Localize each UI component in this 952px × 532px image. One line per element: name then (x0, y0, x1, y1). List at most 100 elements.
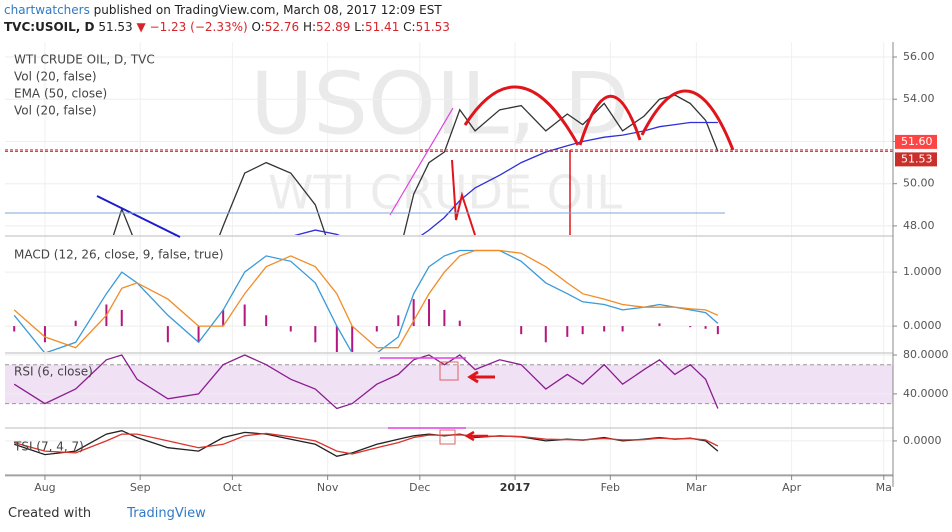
ohlc-label: L: (354, 20, 365, 34)
histogram-bar (265, 315, 268, 327)
legend-item: Vol (20, false) (14, 104, 97, 118)
annotation (464, 430, 488, 442)
ohlc: O:52.76 H:52.89 L:51.41 C:51.53 (252, 20, 450, 34)
histogram-bar (74, 320, 77, 327)
panel-title: RSI (6, close) (14, 365, 93, 379)
histogram-bar (13, 326, 16, 332)
footer: Created with TradingView (8, 506, 206, 521)
x-tick-label: 2017 (500, 481, 531, 494)
y-tick-label: 50.00 (903, 177, 935, 190)
last: 51.53 (98, 20, 133, 34)
ohlc-value: 51.53 (415, 20, 450, 34)
histogram-bar (197, 326, 200, 343)
y-tick-label: 54.00 (903, 92, 935, 105)
symbol: TVC:USOIL, D (4, 20, 95, 34)
series-line (14, 432, 719, 455)
histogram-bar (43, 326, 46, 343)
histogram-bar (566, 326, 569, 337)
histogram-bar (544, 326, 547, 343)
annotation (439, 361, 459, 381)
histogram-bar (120, 309, 123, 327)
histogram-bar (351, 326, 354, 352)
y-tick-label: 40.0000 (903, 387, 949, 400)
ohlc-label: C: (403, 20, 416, 34)
price-box (895, 152, 937, 167)
histogram-bar (375, 326, 378, 332)
y-tick-label: 56.00 (903, 50, 935, 63)
legend-item: EMA (50, close) (14, 87, 107, 101)
x-tick-label: Aug (34, 481, 55, 494)
annotation (439, 429, 456, 445)
footer-text: Created with (8, 506, 92, 521)
histogram-bar (603, 326, 606, 332)
histogram-bar (658, 323, 661, 327)
watermark-sub: WTI CRUDE OIL (268, 166, 622, 220)
histogram-bar (335, 326, 338, 352)
annotation (463, 85, 580, 146)
histogram-bar (520, 326, 523, 335)
y-tick-label: 48.00 (903, 219, 935, 232)
published: published on TradingView.com, March 08, … (93, 3, 442, 17)
panel-title: WTI CRUDE OIL, D, TVC (14, 53, 155, 67)
histogram-bar (428, 299, 431, 327)
y-tick-label: 0.0000 (903, 319, 942, 332)
histogram-bar (704, 326, 707, 329)
histogram-bar (621, 326, 624, 332)
series-line (293, 121, 718, 235)
x-tick-label: Dec (409, 481, 430, 494)
price-label: 51.53 (901, 152, 933, 165)
y-tick-label: 0.0000 (903, 434, 942, 447)
panel-title: TSI (7, 4, 7) (13, 440, 84, 454)
annotation (578, 94, 642, 146)
rsi-band (5, 364, 893, 404)
histogram-bar (222, 309, 225, 327)
legend-item: Vol (20, false) (14, 70, 97, 84)
series-line (13, 249, 719, 349)
histogram-bar (412, 299, 415, 327)
panel-title: MACD (12, 26, close, 9, false, true) (14, 248, 224, 262)
x-tick-label: Ma (876, 481, 892, 494)
ohlc-value: 52.76 (264, 20, 300, 34)
histogram-bar (289, 326, 292, 332)
x-tick-label: Mar (686, 481, 707, 494)
price-axis-bg (893, 42, 952, 487)
x-tick-label: Apr (782, 481, 802, 494)
histogram-bar (243, 304, 246, 327)
brand[interactable]: TradingView (127, 506, 206, 521)
histogram-bar (397, 315, 400, 327)
series-line (112, 94, 719, 235)
annotation (451, 159, 476, 236)
x-tick-label: Sep (130, 481, 151, 494)
histogram-bar (458, 320, 461, 327)
histogram-bar (166, 326, 169, 343)
series-line (13, 354, 719, 410)
y-tick-label: 80.0000 (903, 348, 949, 361)
change: ▼ −1.23 (−2.33%) (136, 20, 248, 34)
ohlc-value: 52.89 (316, 20, 351, 34)
x-tick-label: Oct (223, 481, 243, 494)
histogram-bar (443, 309, 446, 327)
price-label: 51.60 (901, 135, 933, 148)
header: chartwatchers published on TradingView.c… (4, 2, 450, 36)
panel (5, 430, 893, 457)
histogram-bar (314, 326, 317, 343)
y-tick-label: 1.0000 (903, 265, 942, 278)
annotation (640, 89, 735, 151)
x-tick-label: Nov (317, 481, 339, 494)
author[interactable]: chartwatchers (4, 3, 90, 17)
annotation (389, 107, 454, 216)
price-box (895, 134, 937, 149)
panel (5, 354, 893, 410)
quote-line: TVC:USOIL, D 51.53 ▼ −1.23 (−2.33%) O:52… (4, 19, 450, 36)
x-tick-label: Feb (601, 481, 620, 494)
series-line (13, 249, 719, 352)
annotation (467, 370, 495, 384)
annotation (96, 195, 181, 238)
ohlc-label: O: (251, 20, 265, 34)
panel: USOIL, D WTI CRUDE OIL (5, 54, 893, 235)
publish-line: chartwatchers published on TradingView.c… (4, 2, 450, 19)
histogram-bar (716, 326, 719, 335)
watermark: USOIL, D (250, 54, 629, 154)
